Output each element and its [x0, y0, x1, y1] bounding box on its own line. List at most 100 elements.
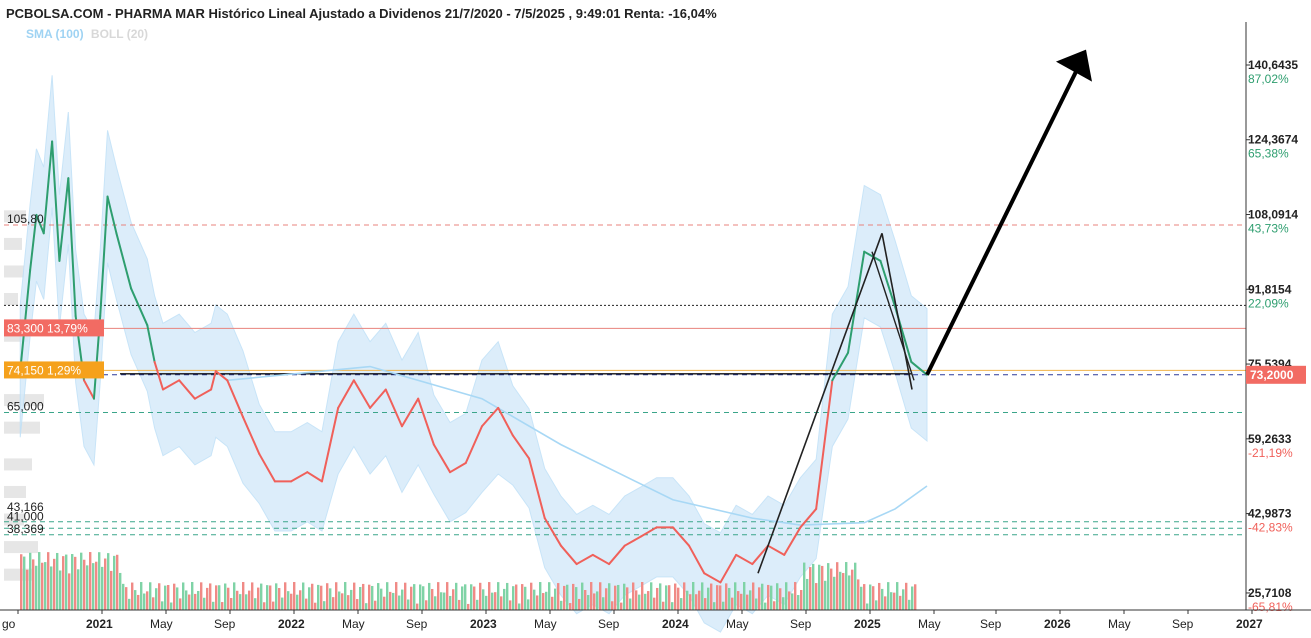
price-segment	[306, 471, 323, 483]
volume-bar	[806, 578, 809, 610]
volume-bar	[302, 582, 305, 610]
volume-bar	[227, 587, 230, 610]
volume-bar	[851, 569, 854, 610]
volume-bar	[416, 603, 419, 610]
volume-profile-bar	[4, 293, 18, 306]
volume-bar	[632, 582, 635, 610]
volume-bar	[911, 586, 914, 610]
projection-arrow-head	[1055, 49, 1092, 82]
price-segment	[863, 250, 882, 262]
bollinger-band-area	[19, 75, 928, 633]
x-tick-label: May	[726, 617, 749, 631]
volume-bar	[641, 582, 644, 610]
volume-bar	[260, 583, 263, 610]
sma-legend[interactable]: SMA (100)	[26, 27, 84, 41]
volume-bar	[293, 582, 296, 610]
volume-bar	[41, 562, 44, 610]
volume-bar	[326, 583, 329, 610]
volume-bar	[146, 591, 149, 610]
price-segment	[178, 379, 196, 400]
projection-arrow-shaft	[925, 62, 1082, 376]
volume-bar	[338, 591, 341, 610]
volume-bar	[485, 595, 488, 610]
price-segment	[639, 526, 658, 538]
volume-bar	[767, 584, 770, 610]
x-tick-label: 2024	[662, 617, 689, 631]
volume-bar	[212, 601, 215, 610]
volume-bar	[443, 592, 446, 610]
volume-bar	[65, 554, 68, 610]
volume-bar	[110, 570, 113, 610]
volume-bar	[695, 594, 698, 610]
volume-bar	[680, 598, 683, 610]
volume-bar	[38, 552, 41, 610]
volume-bar	[68, 573, 71, 610]
volume-bar	[635, 590, 638, 610]
volume-bar	[902, 589, 905, 610]
volume-bar	[386, 582, 389, 610]
volume-bar	[779, 588, 782, 610]
downtrend-line	[871, 251, 915, 381]
price-label: 74,150 1,29%	[7, 363, 81, 377]
volume-bar	[545, 591, 548, 610]
price-segment	[497, 406, 514, 437]
volume-bar	[605, 588, 608, 610]
volume-profile-bar	[4, 485, 26, 498]
price-segment	[258, 452, 276, 483]
price-segment	[703, 572, 722, 584]
volume-bar	[71, 554, 74, 610]
volume-bar	[821, 565, 824, 610]
volume-bar	[857, 579, 860, 610]
volume-bar	[206, 587, 209, 610]
volume-bar	[839, 571, 842, 610]
price-segment	[449, 462, 467, 474]
volume-bar	[35, 565, 38, 610]
volume-bar	[725, 583, 728, 610]
volume-bar	[626, 587, 629, 610]
volume-bar	[848, 575, 851, 610]
volume-bar	[410, 586, 413, 610]
volume-bar	[164, 585, 167, 610]
price-line	[19, 140, 929, 584]
volume-bar	[455, 582, 458, 610]
volume-bar	[251, 582, 254, 610]
volume-bar	[137, 594, 140, 610]
volume-bar	[653, 597, 656, 610]
volume-bar	[713, 602, 716, 610]
volume-bar	[335, 582, 338, 610]
last-price-label: 73,2000	[1250, 368, 1294, 382]
price-segment	[879, 259, 897, 308]
boll-legend[interactable]: BOLL (20)	[90, 27, 149, 41]
volume-bar	[863, 584, 866, 610]
volume-bar	[815, 583, 818, 610]
volume-bar	[284, 582, 287, 610]
price-label-bg	[4, 361, 104, 379]
volume-bar	[428, 582, 431, 610]
y-tick-pct: 22,09%	[1248, 296, 1289, 310]
price-segment	[83, 379, 95, 400]
volume-bar	[401, 589, 404, 610]
volume-bar	[647, 591, 650, 610]
volume-bar	[650, 582, 653, 610]
volume-profile-bar	[4, 265, 24, 278]
volume-bar	[836, 562, 839, 610]
x-tick-label: 2025	[854, 617, 881, 631]
price-label: 43,166	[7, 500, 44, 514]
volume-bar	[155, 588, 158, 610]
volume-bar	[170, 602, 173, 610]
price-label: 41,000	[7, 510, 44, 524]
y-tick-label: 91,8154	[1248, 282, 1292, 296]
volume-bar	[245, 594, 248, 610]
volume-bar	[569, 603, 572, 610]
volume-bar	[662, 601, 665, 610]
volume-bar	[869, 584, 872, 610]
downtrend-line	[881, 233, 913, 390]
volume-bar	[497, 582, 500, 610]
volume-bar	[74, 556, 77, 610]
volume-bars	[20, 552, 917, 610]
volume-bar	[77, 569, 80, 610]
volume-bar	[467, 603, 470, 610]
x-tick-label: May	[1108, 617, 1131, 631]
sma-line-path	[227, 365, 928, 526]
